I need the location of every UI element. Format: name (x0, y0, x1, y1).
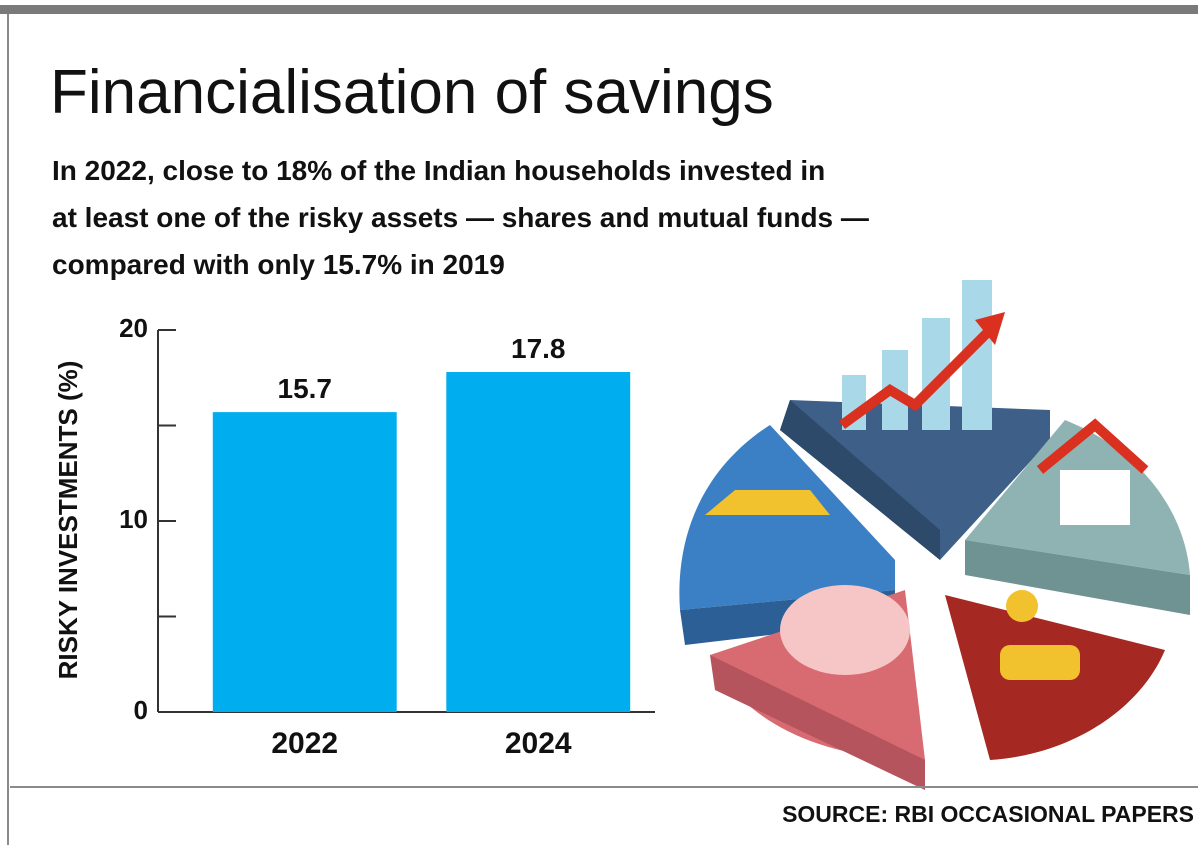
wedge-top-side (780, 400, 940, 560)
coin-icon (1006, 590, 1038, 622)
bar (212, 412, 397, 712)
subtitle-line: In 2022, close to 18% of the Indian hous… (52, 155, 825, 186)
subtitle-line: at least one of the risky assets — share… (52, 202, 869, 233)
wedge-right-side (965, 540, 1190, 615)
roof-icon (1036, 418, 1149, 474)
wedge-bottom-left-side (710, 655, 925, 790)
y-tick-label: 0 (134, 695, 148, 725)
gold-icon (705, 490, 830, 515)
arrow-icon (839, 326, 994, 430)
top-band (0, 5, 1198, 14)
value-label: 17.8 (511, 333, 566, 364)
piggy-icon (780, 585, 910, 675)
value-label: 15.7 (278, 373, 333, 404)
x-tick-label: 2024 (505, 727, 572, 760)
subtitle-line: compared with only 15.7% in 2019 (52, 249, 505, 280)
chart-title: Financialisation of savings (50, 58, 774, 127)
house-icon (1060, 470, 1130, 525)
coins-icon (1000, 645, 1080, 680)
illustration (679, 280, 1190, 790)
bar (446, 372, 631, 712)
wedge-top (780, 400, 1050, 560)
y-tick-label: 10 (119, 504, 148, 534)
x-tick-label: 2022 (271, 727, 338, 760)
y-axis-label: RISKY INVESTMENTS (%) (53, 361, 83, 680)
wedge-left (679, 425, 895, 610)
source: SOURCE: RBI OCCASIONAL PAPERS (782, 801, 1194, 827)
y-tick-label: 20 (119, 313, 148, 343)
arrow-head (975, 312, 1005, 345)
